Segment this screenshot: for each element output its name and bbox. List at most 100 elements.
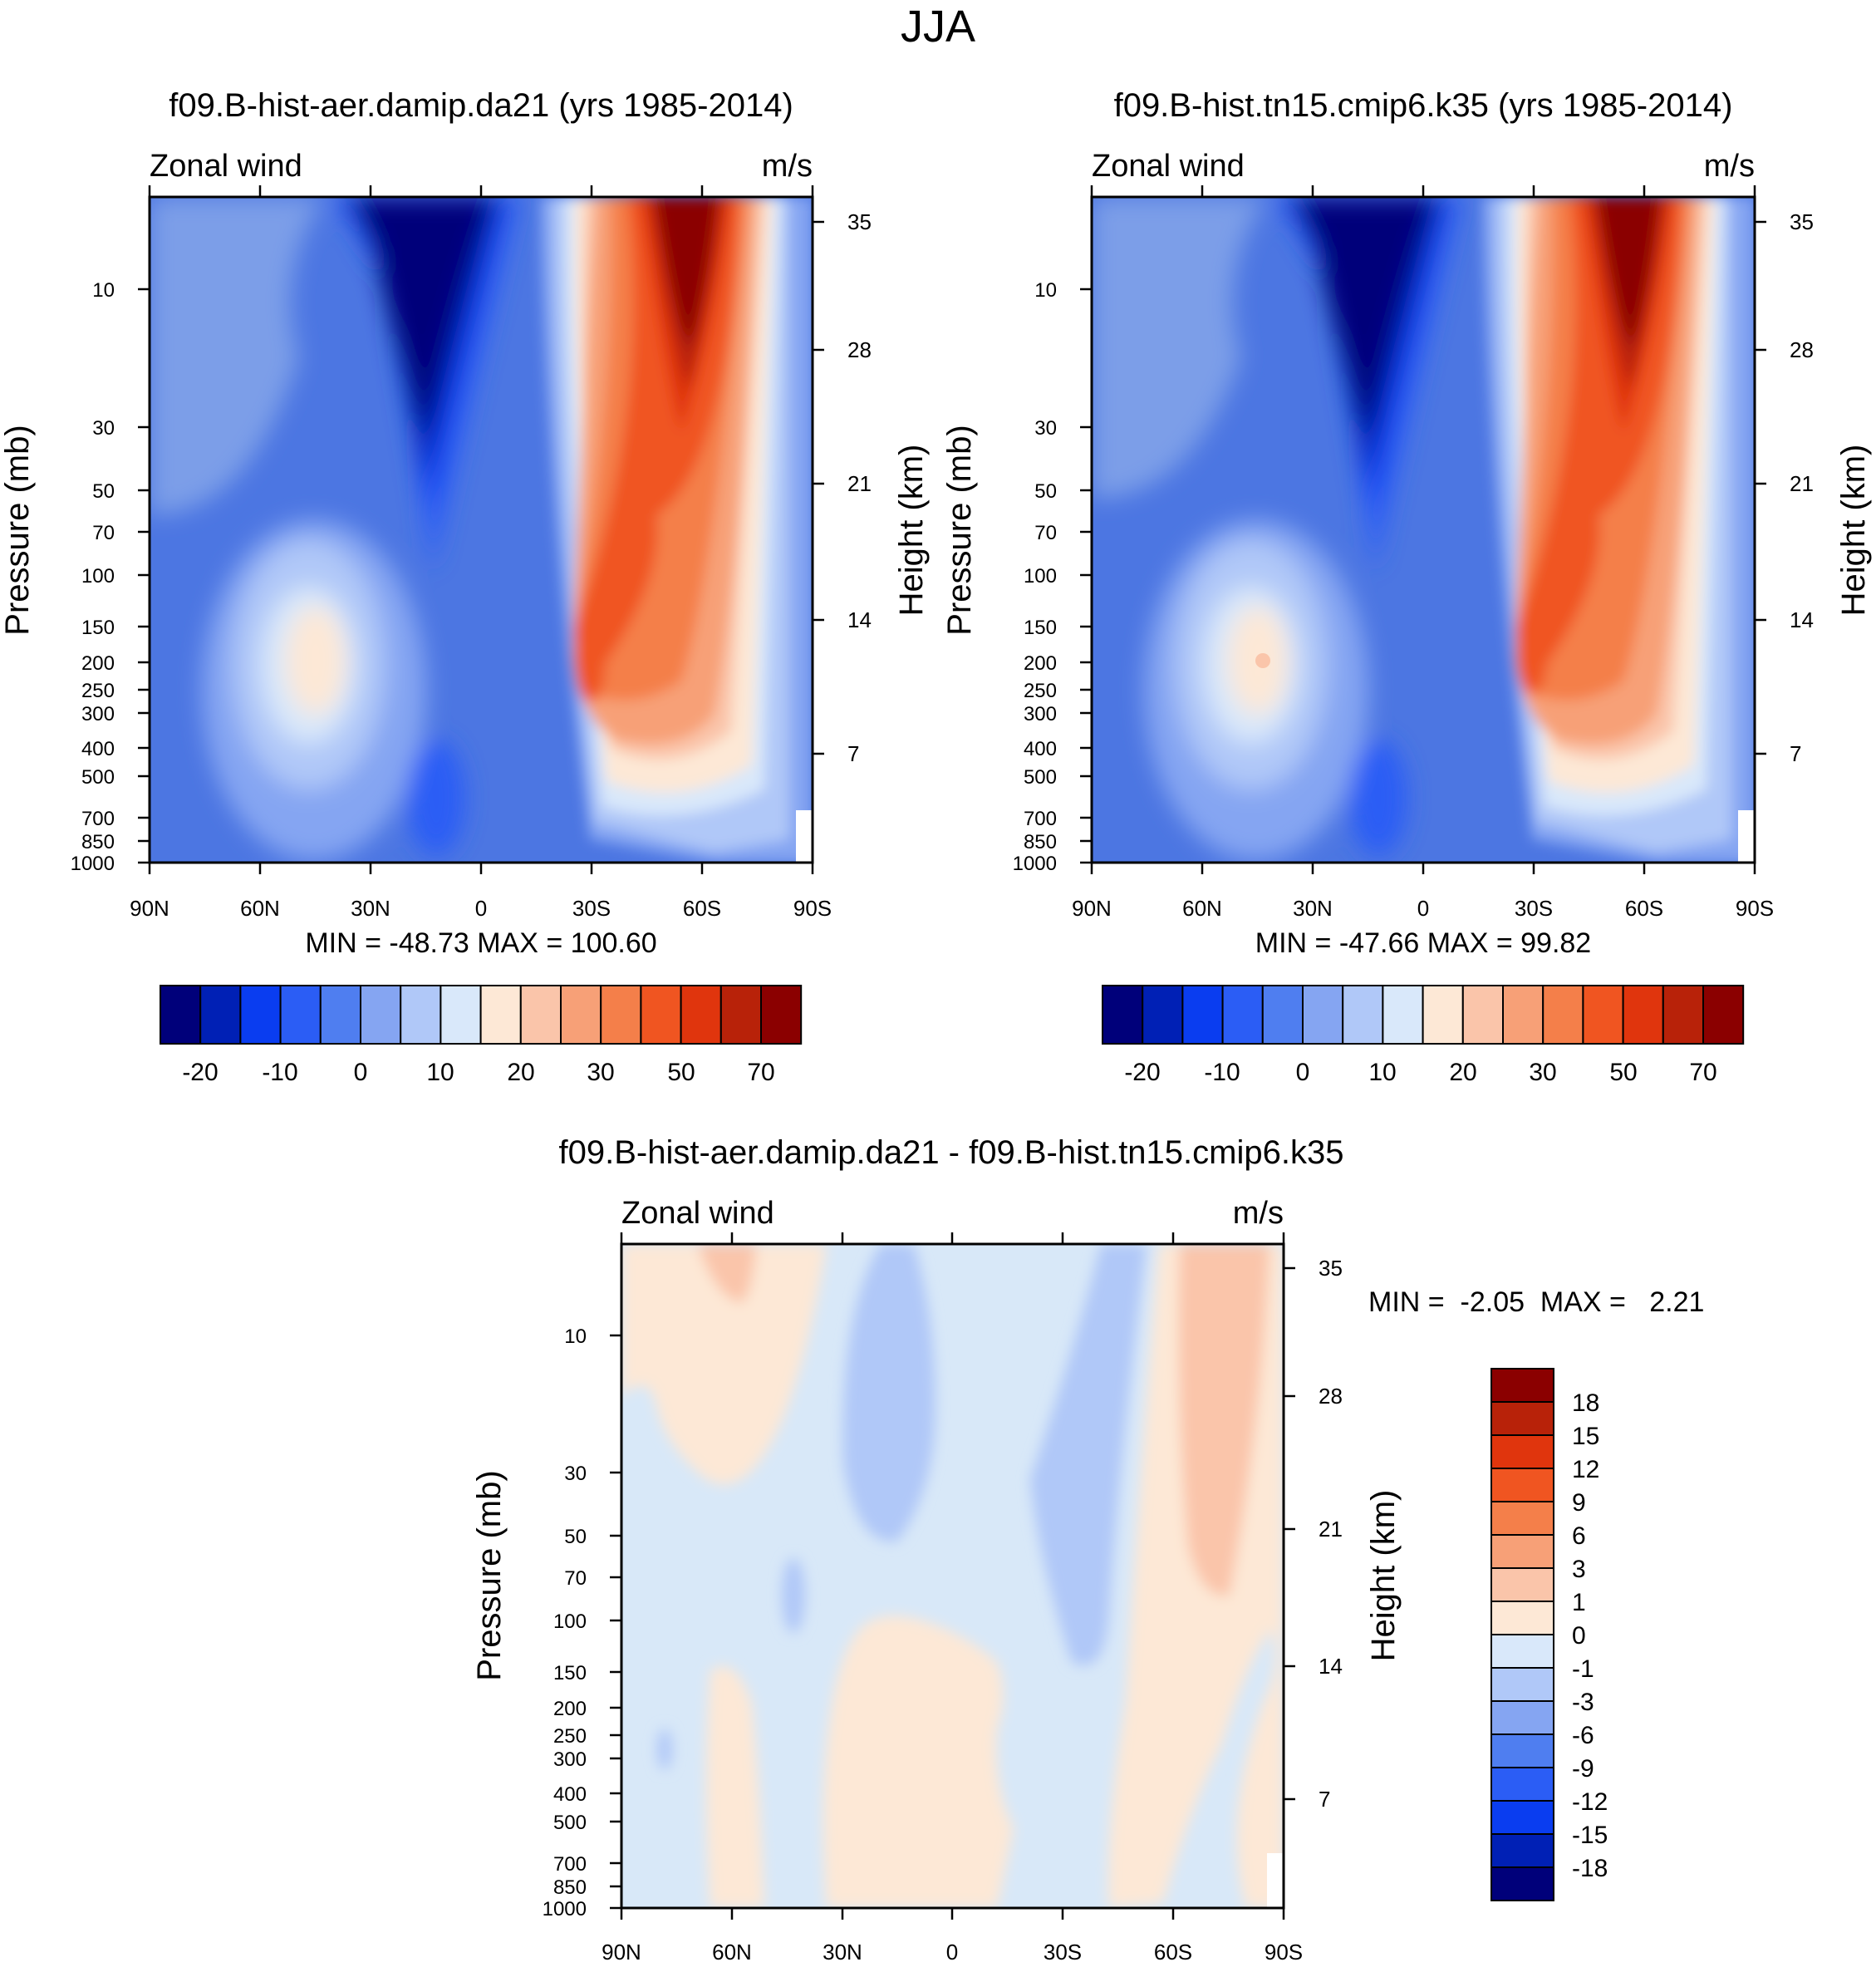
y-tick-label: 250 xyxy=(553,1725,587,1748)
y-tick-label: 200 xyxy=(553,1698,587,1720)
panel-difference-title: f09.B-hist-aer.damip.da21 - f09.B-hist.t… xyxy=(559,1134,1344,1171)
colorbar-label: -20 xyxy=(182,1059,218,1086)
colorbar-swatch xyxy=(1261,985,1304,1045)
x-tick-label: 0 xyxy=(946,1940,958,1965)
colorbar-swatch xyxy=(600,985,642,1045)
panel-right-title: f09.B-hist.tn15.cmip6.k35 (yrs 1985-2014… xyxy=(1114,87,1733,124)
panel-right-x-tick-labels: 90N 60N 30N 0 30S 60S 90S xyxy=(1072,896,1774,921)
x-tick-label: 90N xyxy=(1072,896,1112,921)
colorbar-swatch xyxy=(319,985,361,1045)
colorbar-label: -10 xyxy=(1204,1059,1240,1086)
colorbar-swatch xyxy=(1490,1700,1554,1735)
y-tick-label: 300 xyxy=(81,703,115,725)
panel-difference-height-tick-labels: 35 28 21 14 7 xyxy=(1319,1256,1343,1812)
y-tick-label: 70 xyxy=(1034,522,1057,544)
panel-right-field-label: Zonal wind xyxy=(1092,149,1245,184)
panel-left: f09.B-hist-aer.damip.da21 (yrs 1985-2014… xyxy=(0,87,930,959)
colorbar-swatch xyxy=(279,985,322,1045)
x-tick-label: 90S xyxy=(793,896,832,921)
y-tick-label: 400 xyxy=(81,738,115,760)
colorbar-swatch xyxy=(1622,985,1664,1045)
colorbar-swatch xyxy=(1490,1468,1554,1502)
y-tick-label: 150 xyxy=(1024,617,1057,639)
colorbar-label: 20 xyxy=(507,1059,534,1086)
colorbar-swatch xyxy=(1490,1534,1554,1569)
y2-tick-label: 35 xyxy=(847,209,872,234)
colorbar-swatch xyxy=(1490,1767,1554,1802)
y-tick-label: 500 xyxy=(1024,766,1057,789)
colorbar-label: 50 xyxy=(1609,1059,1637,1086)
colorbar-label: -1 xyxy=(1572,1655,1594,1683)
figure-title: JJA xyxy=(901,2,975,52)
colorbar-swatch xyxy=(1542,985,1584,1045)
y2-tick-label: 7 xyxy=(1319,1787,1330,1812)
colorbar-label: -12 xyxy=(1572,1788,1608,1816)
colorbar-swatch xyxy=(199,985,242,1045)
y2-tick-label: 14 xyxy=(1319,1654,1343,1679)
colorbar-swatch xyxy=(1662,985,1705,1045)
panel-difference-y-tick-labels: 10 30 50 70 100 150 200 250 300 400 500 … xyxy=(543,1325,587,1920)
panel-left-title: f09.B-hist-aer.damip.da21 (yrs 1985-2014… xyxy=(169,87,793,124)
colorbar-swatch xyxy=(360,985,402,1045)
colorbar-label: 3 xyxy=(1572,1556,1586,1583)
x-tick-label: 90N xyxy=(602,1940,641,1965)
colorbar-difference: 18 15 12 9 6 3 1 0 -1 -3 -6 -9 -12 -15 -… xyxy=(1490,1368,1608,1901)
colorbar-left-labels: -20 -10 0 10 20 30 50 70 xyxy=(182,1059,774,1086)
colorbar-label: 12 xyxy=(1572,1456,1599,1483)
colorbar-label: -9 xyxy=(1572,1755,1594,1783)
y-tick-label: 1000 xyxy=(1013,853,1057,875)
y-tick-label: 850 xyxy=(81,831,115,853)
panel-left-minmax: MIN = -48.73 MAX = 100.60 xyxy=(305,927,656,959)
panel-right: f09.B-hist.tn15.cmip6.k35 (yrs 1985-2014… xyxy=(941,87,1872,959)
y-tick-label: 100 xyxy=(553,1610,587,1633)
colorbar-swatch xyxy=(1582,985,1624,1045)
y-tick-label: 200 xyxy=(1024,652,1057,675)
colorbar-left-boxes xyxy=(160,985,803,1045)
y-tick-label: 10 xyxy=(1034,279,1057,302)
panel-difference-field-label: Zonal wind xyxy=(621,1196,774,1231)
y-tick-label: 500 xyxy=(81,766,115,789)
panel-right-contour-field xyxy=(1092,197,1755,863)
colorbar-swatch xyxy=(560,985,602,1045)
y2-tick-label: 28 xyxy=(1790,337,1814,362)
colorbar-right-labels: -20 -10 0 10 20 30 50 70 xyxy=(1124,1059,1716,1086)
colorbar-swatch xyxy=(760,985,803,1045)
colorbar-swatch xyxy=(440,985,482,1045)
panel-difference-minmax: MIN = -2.05 MAX = 2.21 xyxy=(1368,1286,1704,1318)
y-tick-label: 300 xyxy=(553,1748,587,1771)
y-tick-label: 700 xyxy=(553,1853,587,1876)
panel-left-height-tick-labels: 35 28 21 14 7 xyxy=(847,209,872,766)
y2-tick-label: 7 xyxy=(1790,741,1801,766)
colorbar-swatch xyxy=(1490,1601,1554,1635)
colorbar-label: -20 xyxy=(1124,1059,1160,1086)
colorbar-label: -10 xyxy=(262,1059,297,1086)
panel-left-units: m/s xyxy=(762,149,813,184)
panel-left-y-axis-title: Pressure (mb) xyxy=(0,425,36,635)
y-tick-label: 50 xyxy=(92,480,115,503)
colorbar-swatch xyxy=(519,985,562,1045)
panel-left-x-tick-labels: 90N 60N 30N 0 30S 60S 90S xyxy=(130,896,832,921)
colorbar-swatch xyxy=(640,985,682,1045)
y-tick-label: 300 xyxy=(1024,703,1057,725)
colorbar-swatch xyxy=(400,985,442,1045)
y-tick-label: 100 xyxy=(1024,565,1057,588)
x-tick-label: 60N xyxy=(240,896,280,921)
y-tick-label: 50 xyxy=(564,1526,587,1548)
y2-tick-label: 14 xyxy=(847,607,872,632)
y-tick-label: 250 xyxy=(1024,680,1057,702)
panel-left-axis-ticks xyxy=(138,185,824,874)
x-tick-label: 60S xyxy=(1154,1940,1192,1965)
colorbar-swatch xyxy=(1490,1733,1554,1768)
colorbar-label: 30 xyxy=(587,1059,614,1086)
panel-right-y2-axis-title: Height (km) xyxy=(1835,445,1872,617)
x-tick-label: 90S xyxy=(1265,1940,1303,1965)
y-tick-label: 250 xyxy=(81,680,115,702)
panel-right-y-axis-title: Pressure (mb) xyxy=(941,425,978,635)
colorbar-label: 10 xyxy=(1368,1059,1396,1086)
panel-right-axis-ticks xyxy=(1080,185,1766,874)
x-tick-label: 0 xyxy=(1417,896,1429,921)
colorbar-swatch xyxy=(1490,1567,1554,1602)
y-tick-label: 1000 xyxy=(71,853,115,875)
y-tick-label: 500 xyxy=(553,1812,587,1834)
y2-tick-label: 35 xyxy=(1319,1256,1343,1281)
